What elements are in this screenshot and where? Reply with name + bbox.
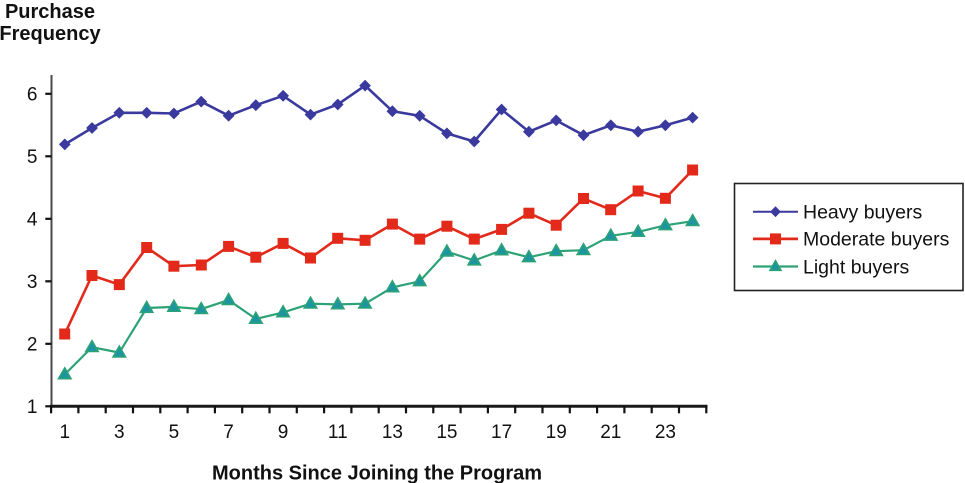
svg-text:11: 11 [328,422,348,443]
svg-text:9: 9 [278,422,289,443]
svg-text:Frequency: Frequency [0,23,101,45]
svg-text:3: 3 [27,272,38,293]
svg-text:3: 3 [114,422,125,443]
svg-text:5: 5 [169,422,180,443]
svg-text:1: 1 [27,397,38,418]
svg-text:Moderate buyers: Moderate buyers [803,229,950,251]
svg-text:6: 6 [27,84,38,105]
svg-text:15: 15 [436,422,457,443]
svg-text:Months Since Joining the Progr: Months Since Joining the Program [212,462,542,483]
svg-text:5: 5 [27,147,38,168]
svg-text:2: 2 [27,334,38,355]
svg-text:4: 4 [27,209,38,230]
svg-text:1: 1 [60,422,71,443]
svg-text:Purchase: Purchase [5,1,95,23]
svg-text:13: 13 [382,422,403,443]
svg-text:Light buyers: Light buyers [803,256,909,278]
svg-text:19: 19 [546,422,567,443]
svg-text:21: 21 [600,422,621,443]
svg-text:17: 17 [491,422,512,443]
svg-text:23: 23 [655,422,676,443]
svg-text:Heavy buyers: Heavy buyers [803,202,922,224]
svg-text:7: 7 [223,422,234,443]
